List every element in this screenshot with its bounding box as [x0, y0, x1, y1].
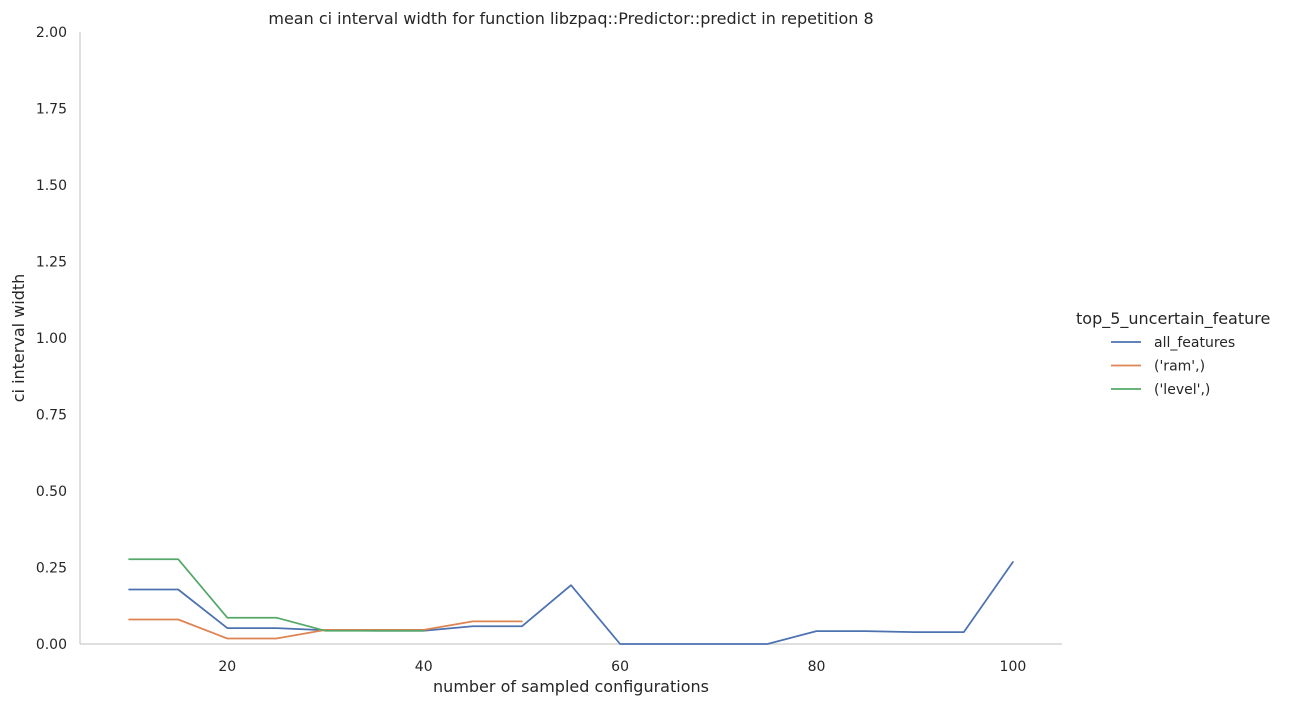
chart-title: mean ci interval width for function libz…	[268, 9, 873, 28]
y-tick-label: 2.00	[36, 25, 67, 41]
x-tick-label: 20	[218, 659, 236, 675]
series-line-all-features	[128, 561, 1014, 645]
x-tick-label: 60	[611, 659, 629, 675]
legend-label: ('level',)	[1154, 382, 1210, 398]
y-tick-label: 0.00	[36, 637, 67, 653]
y-tick-label: 0.50	[36, 484, 67, 500]
y-tick-label: 1.00	[36, 331, 67, 347]
series-line-level	[128, 558, 425, 632]
legend-label: ('ram',)	[1154, 359, 1205, 375]
y-tick-label: 1.25	[36, 255, 67, 271]
x-tick-label: 40	[415, 659, 433, 675]
x-axis-title: number of sampled configurations	[433, 677, 709, 696]
x-tick-label: 80	[808, 659, 826, 675]
legend-title: top_5_uncertain_feature	[1076, 309, 1270, 329]
x-tick-label: 100	[1000, 659, 1027, 675]
y-tick-label: 1.50	[36, 178, 67, 194]
y-tick-label: 1.75	[36, 102, 67, 118]
y-tick-label: 0.75	[36, 408, 67, 424]
y-axis-title: ci interval width	[9, 274, 28, 403]
plot-area: 0.00 0.25 0.50 0.75 1.00 1.25 1.50 1.75 2.00 20 40…	[36, 25, 1062, 675]
y-tick-label: 0.25	[36, 561, 67, 577]
series-line-ram	[128, 618, 523, 640]
legend-label: all_features	[1154, 335, 1235, 351]
legend: top_5_uncertain_feature all_features ('ra…	[1076, 309, 1270, 398]
